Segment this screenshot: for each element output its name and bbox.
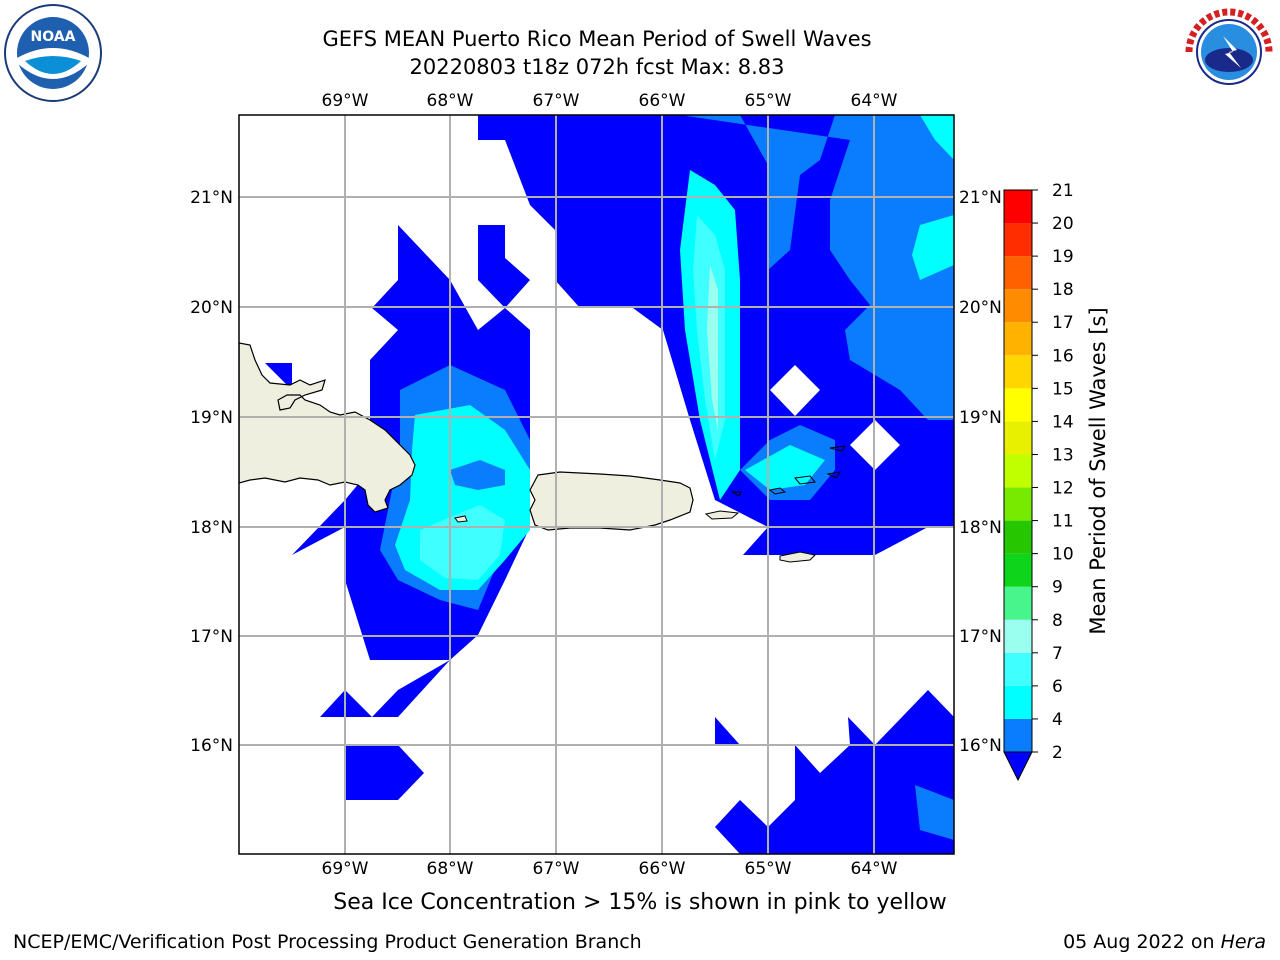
svg-text:69°W: 69°W — [322, 91, 369, 111]
footer-date: 05 Aug 2022 on Hera — [1063, 931, 1266, 953]
svg-text:20°N: 20°N — [959, 298, 1002, 318]
colorbar-segment — [1004, 718, 1032, 752]
noaa-logo: NOAA — [3, 3, 103, 103]
map-frame — [238, 114, 955, 855]
svg-text:65°W: 65°W — [745, 91, 792, 111]
lat-labels-left: 21°N 20°N 19°N 18°N 17°N 16°N — [190, 188, 233, 756]
colorbar-segment — [1004, 388, 1032, 422]
colorbar-segment — [1004, 619, 1032, 653]
svg-text:17°N: 17°N — [959, 627, 1002, 647]
footer-date-text: 05 Aug 2022 on — [1063, 931, 1221, 953]
colorbar-segment — [1004, 190, 1032, 224]
colorbar-segment — [1004, 454, 1032, 488]
colorbar: 2 4 6 7 8 9 10 11 12 13 14 15 16 17 18 19 20 21 — [1003, 181, 1074, 782]
colorbar-tick-label: 9 — [1052, 578, 1063, 598]
svg-text:64°W: 64°W — [851, 91, 898, 111]
lon-labels-bottom: 69°W 68°W 67°W 66°W 65°W 64°W — [322, 859, 898, 879]
colorbar-segment — [1004, 256, 1032, 290]
footer-host: Hera — [1220, 931, 1266, 953]
svg-text:19°N: 19°N — [190, 408, 233, 428]
colorbar-tick-label: 15 — [1052, 379, 1074, 399]
colorbar-under-triangle — [1003, 751, 1033, 782]
colorbar-segment — [1004, 487, 1032, 521]
nws-logo — [1179, 2, 1279, 102]
svg-text:16°N: 16°N — [190, 736, 233, 756]
land-hispaniola — [239, 342, 416, 513]
colorbar-tick-label: 7 — [1052, 644, 1063, 664]
colorbar-tick-label: 10 — [1052, 545, 1074, 565]
svg-text:67°W: 67°W — [533, 91, 580, 111]
svg-text:NOAA: NOAA — [31, 29, 76, 45]
svg-text:67°W: 67°W — [533, 859, 580, 879]
svg-text:68°W: 68°W — [427, 91, 474, 111]
svg-text:20°N: 20°N — [190, 298, 233, 318]
svg-text:64°W: 64°W — [851, 859, 898, 879]
colorbar-segment — [1004, 520, 1032, 554]
map-title-line1: GEFS MEAN Puerto Rico Mean Period of Swe… — [322, 27, 872, 51]
map-area — [239, 115, 954, 854]
colorbar-segment — [1004, 355, 1032, 389]
svg-text:16°N: 16°N — [959, 736, 1002, 756]
colorbar-tick-label: 4 — [1052, 710, 1063, 730]
colorbar-segment — [1004, 322, 1032, 356]
svg-text:66°W: 66°W — [639, 859, 686, 879]
svg-text:68°W: 68°W — [427, 859, 474, 879]
colorbar-segment — [1004, 586, 1032, 620]
lat-labels-right: 21°N 20°N 19°N 18°N 17°N 16°N — [959, 188, 1002, 756]
colorbar-tick-label: 21 — [1052, 181, 1074, 201]
svg-text:66°W: 66°W — [639, 91, 686, 111]
colorbar-frame — [1003, 189, 1033, 753]
colorbar-tick-label: 18 — [1052, 280, 1074, 300]
map-title-line2: 20220803 t18z 072h fcst Max: 8.83 — [409, 55, 785, 79]
colorbar-segment — [1004, 421, 1032, 455]
colorbar-tick-label: 11 — [1052, 512, 1074, 532]
svg-text:18°N: 18°N — [959, 518, 1002, 538]
svg-text:69°W: 69°W — [322, 859, 369, 879]
subtitle: Sea Ice Concentration > 15% is shown in … — [333, 890, 947, 915]
svg-text:21°N: 21°N — [959, 188, 1002, 208]
graticule — [239, 115, 954, 854]
colorbar-tick-label: 2 — [1052, 743, 1063, 763]
svg-text:19°N: 19°N — [959, 408, 1002, 428]
colorbar-segment — [1004, 685, 1032, 719]
colorbar-segment — [1004, 553, 1032, 587]
lon-labels-top: 69°W 68°W 67°W 66°W 65°W 64°W — [322, 91, 898, 111]
svg-text:17°N: 17°N — [190, 627, 233, 647]
footer-credit: NCEP/EMC/Verification Post Processing Pr… — [13, 931, 642, 953]
colorbar-segment — [1004, 652, 1032, 686]
colorbar-tick-label: 13 — [1052, 445, 1074, 465]
colorbar-tick-label: 20 — [1052, 214, 1074, 234]
svg-text:18°N: 18°N — [190, 518, 233, 538]
colorbar-tick-label: 19 — [1052, 247, 1074, 267]
colorbar-tick-label: 8 — [1052, 611, 1063, 631]
colorbar-tick-label: 14 — [1052, 412, 1074, 432]
svg-text:65°W: 65°W — [745, 859, 792, 879]
colorbar-tick-label: 16 — [1052, 346, 1074, 366]
colorbar-label: Mean Period of Swell Waves [s] — [1086, 307, 1110, 634]
colorbar-segment — [1004, 223, 1032, 257]
colorbar-tick-label: 6 — [1052, 677, 1063, 697]
colorbar-tick-label: 17 — [1052, 313, 1074, 333]
svg-text:21°N: 21°N — [190, 188, 233, 208]
colorbar-tick-label: 12 — [1052, 479, 1074, 499]
colorbar-segment — [1004, 289, 1032, 323]
